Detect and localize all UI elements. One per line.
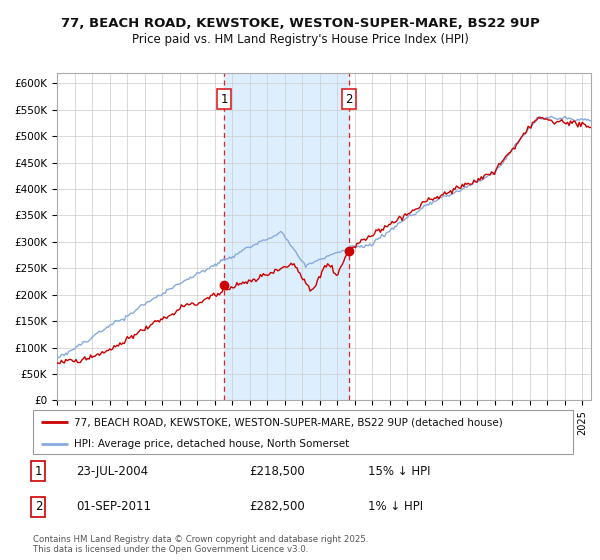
Text: 77, BEACH ROAD, KEWSTOKE, WESTON-SUPER-MARE, BS22 9UP (detached house): 77, BEACH ROAD, KEWSTOKE, WESTON-SUPER-M… bbox=[74, 417, 502, 427]
Text: 15% ↓ HPI: 15% ↓ HPI bbox=[368, 465, 430, 478]
Text: 2: 2 bbox=[35, 500, 42, 514]
Text: HPI: Average price, detached house, North Somerset: HPI: Average price, detached house, Nort… bbox=[74, 439, 349, 449]
Text: 77, BEACH ROAD, KEWSTOKE, WESTON-SUPER-MARE, BS22 9UP: 77, BEACH ROAD, KEWSTOKE, WESTON-SUPER-M… bbox=[61, 17, 539, 30]
Text: 2: 2 bbox=[345, 93, 353, 106]
Text: £218,500: £218,500 bbox=[249, 465, 305, 478]
Text: 1: 1 bbox=[35, 465, 42, 478]
Text: £282,500: £282,500 bbox=[249, 500, 305, 514]
Text: 1: 1 bbox=[220, 93, 228, 106]
FancyBboxPatch shape bbox=[33, 410, 573, 454]
Bar bbox=[224, 73, 349, 400]
Text: 1% ↓ HPI: 1% ↓ HPI bbox=[368, 500, 423, 514]
Text: 23-JUL-2004: 23-JUL-2004 bbox=[76, 465, 148, 478]
Text: Price paid vs. HM Land Registry's House Price Index (HPI): Price paid vs. HM Land Registry's House … bbox=[131, 32, 469, 46]
Text: Contains HM Land Registry data © Crown copyright and database right 2025.
This d: Contains HM Land Registry data © Crown c… bbox=[33, 535, 368, 554]
Text: 01-SEP-2011: 01-SEP-2011 bbox=[76, 500, 151, 514]
